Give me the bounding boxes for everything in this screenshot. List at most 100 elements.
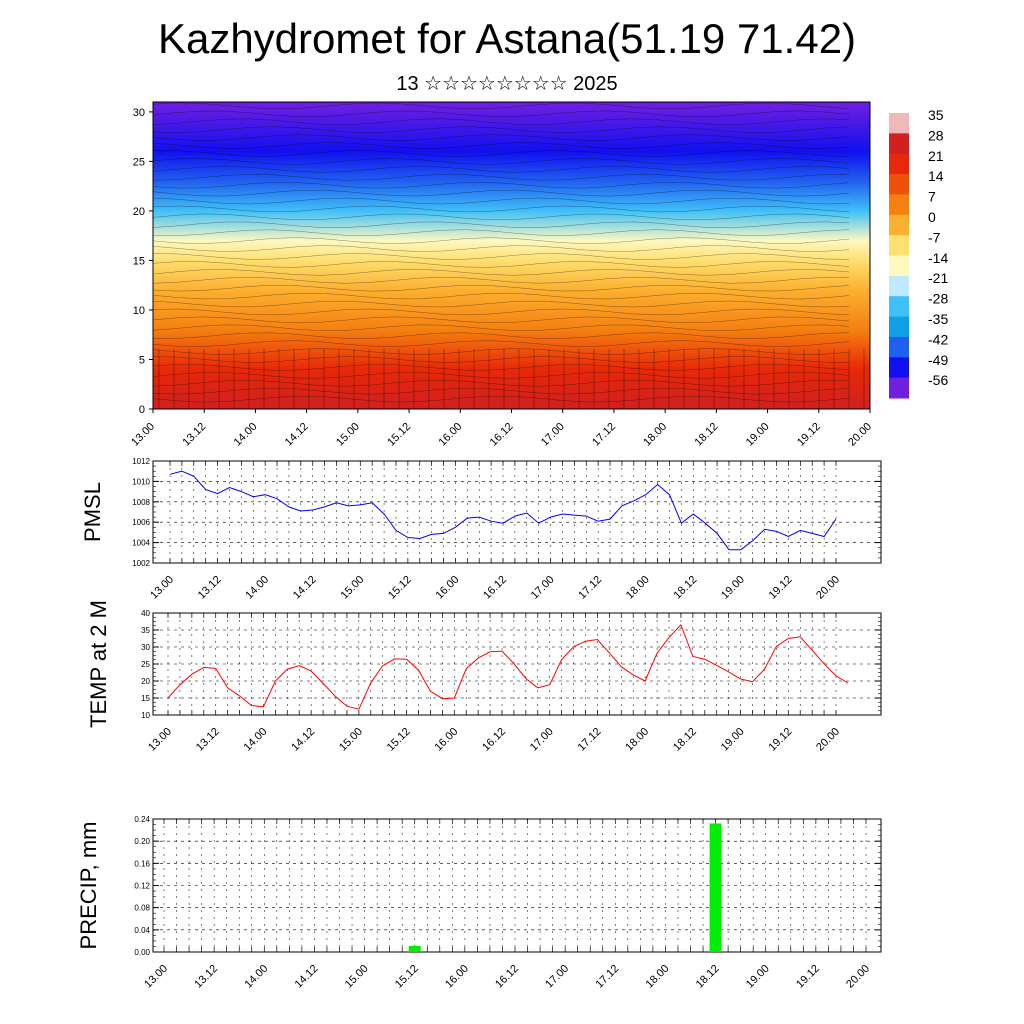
x-tick-label: 18.12 (693, 421, 721, 449)
colorbar-swatch (889, 235, 909, 256)
streamline (152, 189, 850, 197)
colorbar-label: 7 (928, 189, 936, 205)
y-tick-label: 20 (141, 677, 150, 686)
plot-frame (152, 460, 882, 564)
x-tick-label: 16.00 (432, 726, 460, 754)
streamline (152, 126, 850, 133)
streamline (152, 292, 850, 300)
streamline (152, 150, 850, 157)
x-tick-label: 13.12 (192, 963, 220, 991)
x-tick-label: 15.00 (334, 421, 362, 449)
x-tick-label: 18.00 (624, 574, 652, 602)
y-tick-label: 0.12 (134, 882, 150, 891)
x-tick-label: 17.12 (576, 726, 604, 754)
x-tick-label: 19.00 (719, 574, 747, 602)
x-tick-label: 17.12 (576, 574, 604, 602)
y-tick-label: 5 (139, 354, 145, 366)
colorbar-label: -28 (928, 291, 948, 307)
streamline (152, 102, 850, 110)
x-tick-label: 19.00 (744, 421, 772, 449)
y-tick-label: 10 (141, 711, 150, 720)
heatmap-field (153, 102, 870, 409)
cross-section-chart: 0 5 10 15 20 25 30 13.00 13.12 14.00 14.12 15.00 15.… (129, 101, 948, 449)
colorbar-swatch (889, 296, 909, 318)
streamline (152, 316, 850, 324)
x-tick-label: 19.00 (719, 726, 747, 754)
streamline (152, 332, 850, 339)
y-tick-label: 40 (141, 609, 150, 618)
x-tick-label: 15.12 (385, 726, 413, 754)
colorbar-label: -49 (928, 352, 948, 368)
x-tick-label: 19.12 (794, 963, 822, 991)
colorbar-label: 35 (928, 107, 944, 123)
x-tick-label: 15.12 (386, 574, 414, 602)
pmsl-chart: 1012 1010 1008 1006 1004 1002 13.00 13.12 14.00 1… (80, 457, 882, 602)
x-tick-label: 13.12 (194, 726, 222, 754)
y-axis-title: PMSL (80, 482, 105, 542)
y-tick-label: 15 (133, 255, 145, 267)
x-tick-label: 14.00 (242, 726, 270, 754)
streamline (152, 269, 850, 276)
streamline (152, 308, 850, 316)
x-tick-label: 19.12 (795, 421, 823, 449)
temp-chart: 40 35 30 25 20 15 10 13.00 13.12 14.00 14.12 15.00 1… (86, 600, 882, 754)
streamline (152, 174, 850, 181)
y-tick-label: 0.20 (134, 837, 150, 846)
colorbar-swatch (889, 194, 909, 216)
colorbar-label: -42 (928, 331, 948, 347)
x-tick-label: 13.00 (142, 963, 170, 991)
streamline (152, 142, 850, 149)
y-tick-label: 1004 (132, 539, 150, 548)
x-tick-label: 18.00 (623, 726, 651, 754)
x-tick-label: 13.00 (129, 421, 157, 449)
x-tick-label: 20.00 (814, 726, 842, 754)
streamline (152, 221, 850, 229)
x-tick-label: 14.00 (242, 963, 270, 991)
y-tick-label: 20 (133, 206, 145, 218)
x-tick-label: 13.00 (146, 726, 174, 754)
precip-chart: 0.24 0.20 0.16 0.12 0.08 0.04 0.00 13.00 13.12 14… (76, 815, 882, 991)
colorbar-swatch (889, 377, 909, 399)
y-tick-label: 1002 (132, 559, 150, 568)
x-tick-label: 13.12 (196, 574, 224, 602)
x-tick-label: 14.12 (289, 726, 317, 754)
x-tick-label: 16.00 (443, 963, 471, 991)
x-tick-label: 16.12 (488, 421, 516, 449)
x-tick-label: 13.12 (180, 421, 208, 449)
y-tick-label: 35 (141, 626, 150, 635)
y-tick-label: 0.04 (134, 926, 150, 935)
x-tick-label: 19.12 (766, 726, 794, 754)
x-tick-label: 13.00 (148, 574, 176, 602)
colorbar-swatch (889, 275, 909, 297)
x-tick-label: 18.12 (671, 574, 699, 602)
x-tick-label: 17.00 (543, 963, 571, 991)
streamline (152, 166, 850, 173)
x-tick-label: 16.12 (493, 963, 521, 991)
x-tick-label: 17.12 (593, 963, 621, 991)
colorbar-swatch (889, 214, 909, 236)
x-tick-label: 16.12 (480, 726, 508, 754)
series-line (167, 623, 849, 710)
y-tick-label: 0 (139, 404, 145, 416)
colorbar-label: -7 (928, 229, 941, 245)
streamline (152, 253, 850, 260)
streamline (152, 237, 850, 244)
wind-barbs (158, 349, 865, 409)
colorbar-label: 14 (928, 168, 944, 184)
x-tick-label: 16.12 (481, 574, 509, 602)
y-tick-label: 0.16 (134, 859, 150, 868)
y-tick-label: 0.00 (134, 948, 150, 957)
streamline (152, 197, 850, 205)
colorbar-label: 21 (928, 148, 944, 164)
x-tick-label: 16.00 (434, 574, 462, 602)
colorbar-swatch (889, 133, 909, 155)
colorbar-swatch (889, 174, 909, 195)
colorbar-swatch (889, 255, 909, 277)
colorbar-label: -56 (928, 372, 948, 388)
x-tick-label: 18.00 (641, 421, 669, 449)
streamline (152, 300, 850, 308)
colorbar-swatch (889, 336, 909, 358)
x-tick-label: 17.00 (528, 726, 556, 754)
y-tick-label: 15 (141, 694, 150, 703)
streamline (152, 340, 850, 347)
